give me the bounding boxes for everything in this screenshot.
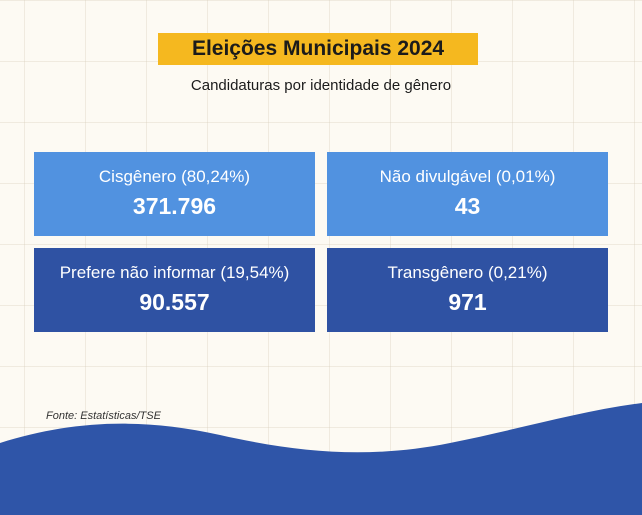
- source-caption: Fonte: Estatísticas/TSE: [46, 410, 161, 422]
- stat-card-value: 971: [448, 289, 487, 316]
- stat-card-transgenero: Transgênero (0,21%) 971: [327, 248, 608, 332]
- page-subtitle: Candidaturas por identidade de gênero: [190, 77, 452, 94]
- stat-card-value: 371.796: [132, 193, 217, 220]
- decorative-wave: [0, 403, 642, 515]
- stat-card-cisgenero: Cisgênero (80,24%) 371.796: [34, 152, 315, 236]
- stat-card-nao-divulgavel: Não divulgável (0,01%) 43: [327, 152, 608, 236]
- stat-card-label: Transgênero (0,21%): [387, 263, 548, 282]
- stat-card-prefere-nao-informar: Prefere não informar (19,54%) 90.557: [34, 248, 315, 332]
- stat-card-value: 90.557: [139, 289, 210, 316]
- page-title: Eleições Municipais 2024: [191, 37, 445, 60]
- title-highlight: Eleições Municipais 2024: [158, 33, 478, 65]
- stat-card-label: Não divulgável (0,01%): [379, 167, 556, 186]
- stat-card-label: Prefere não informar (19,54%): [59, 263, 290, 282]
- stat-card-label: Cisgênero (80,24%): [98, 167, 251, 186]
- stat-card-value: 43: [454, 193, 481, 220]
